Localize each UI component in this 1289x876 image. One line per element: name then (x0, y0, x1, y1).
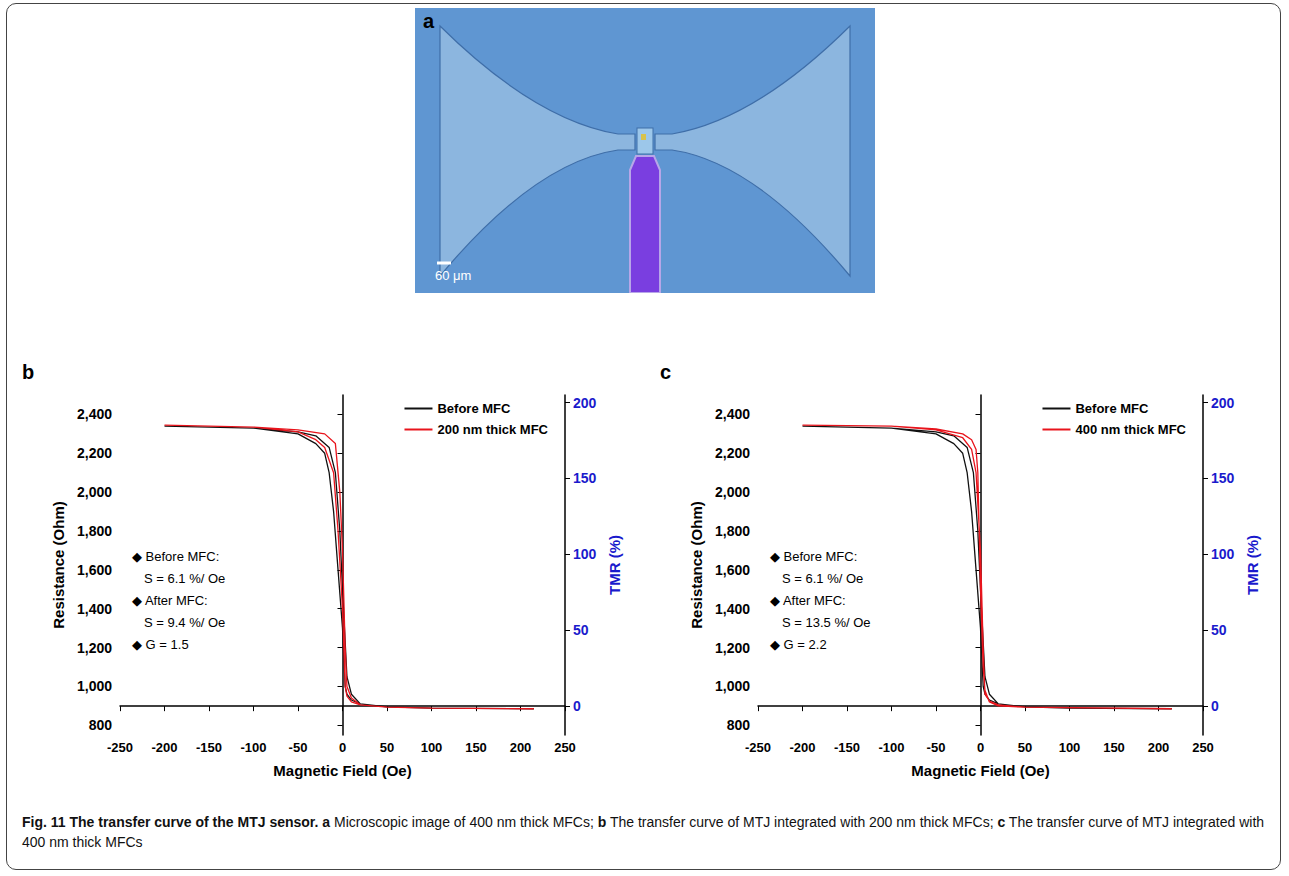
svg-text:S = 13.5 %/ Oe: S = 13.5 %/ Oe (782, 615, 871, 630)
svg-text:100: 100 (1059, 740, 1081, 755)
svg-text:a: a (423, 10, 435, 32)
svg-text:800: 800 (89, 717, 113, 733)
svg-text:400 nm thick MFC: 400 nm thick MFC (1075, 422, 1186, 437)
svg-text:150: 150 (1211, 470, 1235, 486)
svg-text:Magnetic Field (Oe): Magnetic Field (Oe) (273, 762, 411, 779)
svg-text:0: 0 (1211, 698, 1219, 714)
svg-text:Before MFC: Before MFC (1075, 401, 1149, 416)
svg-text:1,200: 1,200 (77, 640, 112, 656)
svg-text:◆ After MFC:: ◆ After MFC: (770, 593, 846, 608)
svg-text:0: 0 (339, 740, 346, 755)
svg-text:2,000: 2,000 (715, 484, 750, 500)
svg-text:200: 200 (1148, 740, 1170, 755)
svg-text:-200: -200 (789, 740, 815, 755)
svg-text:200: 200 (1211, 395, 1235, 411)
svg-text:S = 9.4 %/ Oe: S = 9.4 %/ Oe (144, 615, 225, 630)
svg-text:◆ G = 1.5: ◆ G = 1.5 (132, 637, 189, 652)
html-text:Fig. 11 The transfer curve of: Fig. 11 The transfer curve of the MTJ se… (22, 814, 1265, 850)
svg-text:-250: -250 (745, 740, 771, 755)
svg-text:100: 100 (573, 546, 597, 562)
svg-text:100: 100 (421, 740, 443, 755)
svg-text:1,400: 1,400 (77, 601, 112, 617)
svg-text:1,800: 1,800 (77, 523, 112, 539)
svg-text:1,400: 1,400 (715, 601, 750, 617)
svg-text:50: 50 (1018, 740, 1032, 755)
svg-text:-50: -50 (927, 740, 946, 755)
svg-text:S = 6.1 %/ Oe: S = 6.1 %/ Oe (782, 571, 863, 586)
svg-text:2,000: 2,000 (77, 484, 112, 500)
svg-text:100: 100 (1211, 546, 1235, 562)
svg-text:250: 250 (554, 740, 576, 755)
svg-text:50: 50 (1211, 622, 1227, 638)
svg-text:Resistance (Ohm): Resistance (Ohm) (688, 501, 705, 629)
svg-text:60 μm: 60 μm (435, 268, 471, 283)
svg-text:S = 6.1 %/ Oe: S = 6.1 %/ Oe (144, 571, 225, 586)
svg-text:0: 0 (573, 698, 581, 714)
svg-text:1,000: 1,000 (77, 678, 112, 694)
svg-text:50: 50 (380, 740, 394, 755)
svg-text:Magnetic Field (Oe): Magnetic Field (Oe) (911, 762, 1049, 779)
svg-text:150: 150 (573, 470, 597, 486)
svg-text:-50: -50 (289, 740, 308, 755)
svg-text:200 nm thick MFC: 200 nm thick MFC (437, 422, 548, 437)
svg-text:2,200: 2,200 (77, 445, 112, 461)
svg-text:TMR (%): TMR (%) (1244, 535, 1261, 595)
svg-text:250: 250 (1192, 740, 1214, 755)
svg-text:1,600: 1,600 (715, 562, 750, 578)
svg-text:TMR (%): TMR (%) (606, 535, 623, 595)
svg-text:2,400: 2,400 (77, 406, 112, 422)
svg-text:-150: -150 (834, 740, 860, 755)
svg-text:Before MFC: Before MFC (437, 401, 511, 416)
svg-text:◆ Before MFC:: ◆ Before MFC: (132, 549, 219, 564)
svg-text:200: 200 (510, 740, 532, 755)
svg-text:-100: -100 (878, 740, 904, 755)
svg-text:c: c (660, 361, 671, 383)
svg-text:800: 800 (727, 717, 751, 733)
svg-text:150: 150 (1103, 740, 1125, 755)
svg-text:◆ Before MFC:: ◆ Before MFC: (770, 549, 857, 564)
svg-text:2,200: 2,200 (715, 445, 750, 461)
svg-text:◆ After MFC:: ◆ After MFC: (132, 593, 208, 608)
svg-text:2,400: 2,400 (715, 406, 750, 422)
svg-text:-200: -200 (151, 740, 177, 755)
svg-text:50: 50 (573, 622, 589, 638)
svg-text:-250: -250 (107, 740, 133, 755)
svg-text:1,000: 1,000 (715, 678, 750, 694)
svg-text:b: b (22, 361, 34, 383)
svg-text:-150: -150 (196, 740, 222, 755)
svg-text:200: 200 (573, 395, 597, 411)
svg-text:1,200: 1,200 (715, 640, 750, 656)
svg-text:0: 0 (977, 740, 984, 755)
svg-text:150: 150 (465, 740, 487, 755)
svg-text:1,800: 1,800 (715, 523, 750, 539)
svg-text:Resistance (Ohm): Resistance (Ohm) (50, 501, 67, 629)
svg-text:-100: -100 (240, 740, 266, 755)
svg-text:1,600: 1,600 (77, 562, 112, 578)
svg-text:◆ G = 2.2: ◆ G = 2.2 (770, 637, 827, 652)
